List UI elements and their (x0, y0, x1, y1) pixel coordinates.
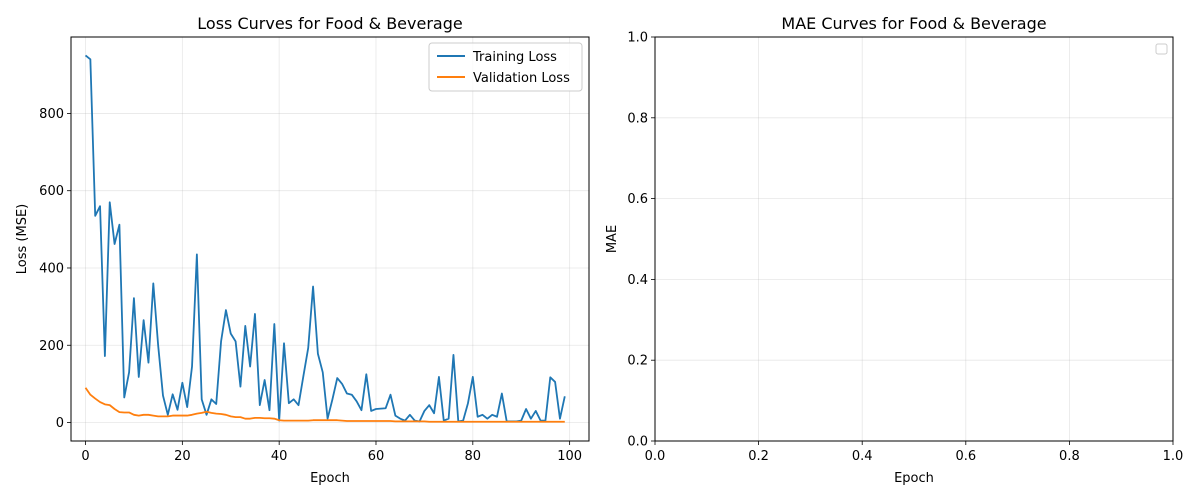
y-tick-label: 0.0 (627, 435, 648, 450)
x-tick-label: 40 (271, 449, 288, 464)
loss-y-axis-label: Loss (MSE) (15, 204, 30, 274)
mae-chart-title: MAE Curves for Food & Beverage (781, 14, 1046, 33)
validation-loss-line (84, 387, 565, 423)
y-tick-label: 0.4 (627, 273, 648, 288)
y-tick-label: 600 (39, 184, 64, 199)
loss-x-ticks: 0 20 40 60 80 100 (81, 441, 582, 464)
training-loss-line (84, 54, 566, 423)
y-tick-label: 0 (56, 416, 64, 431)
x-tick-label: 80 (465, 449, 482, 464)
x-tick-label: 0.8 (1059, 449, 1080, 464)
x-tick-label: 0.6 (955, 449, 976, 464)
x-tick-label: 0.0 (645, 449, 666, 464)
mae-axes-frame (654, 36, 1174, 442)
loss-series-group (84, 54, 566, 423)
loss-legend-box (428, 42, 583, 92)
x-tick-label: 0 (81, 449, 89, 464)
legend-label-training-loss: Training Loss (472, 50, 557, 65)
x-tick-label: 0.4 (852, 449, 873, 464)
loss-axes-frame (70, 36, 590, 442)
mae-empty-legend (1155, 43, 1168, 55)
x-tick-label: 100 (557, 449, 582, 464)
y-tick-label: 200 (39, 339, 64, 354)
mae-x-ticks: 0.0 0.2 0.4 0.6 0.8 1.0 (645, 441, 1184, 464)
y-tick-label: 0.6 (627, 192, 648, 207)
y-tick-label: 1.0 (627, 31, 648, 46)
y-tick-label: 800 (39, 107, 64, 122)
legend-label-validation-loss: Validation Loss (473, 71, 570, 86)
mae-y-axis-label: MAE (605, 225, 620, 253)
x-tick-label: 0.2 (748, 449, 769, 464)
loss-x-axis-label: Epoch (310, 471, 350, 486)
x-tick-label: 1.0 (1163, 449, 1184, 464)
loss-legend: Training Loss Validation Loss (428, 42, 583, 92)
y-tick-label: 0.2 (627, 354, 648, 369)
x-tick-label: 20 (174, 449, 191, 464)
loss-panel: Loss Curves for Food & Beverage 0 20 40 60 8… (15, 14, 590, 486)
loss-y-ticks: 0 200 400 600 800 (39, 107, 71, 431)
y-tick-label: 400 (39, 261, 64, 276)
y-tick-label: 0.8 (627, 111, 648, 126)
loss-chart-title: Loss Curves for Food & Beverage (197, 14, 462, 33)
x-tick-label: 60 (368, 449, 385, 464)
mae-panel: MAE Curves for Food & Beverage 0.0 0.2 0.4… (605, 14, 1183, 486)
mae-x-axis-label: Epoch (894, 471, 934, 486)
mae-y-ticks: 0.0 0.2 0.4 0.6 0.8 1.0 (627, 31, 655, 450)
